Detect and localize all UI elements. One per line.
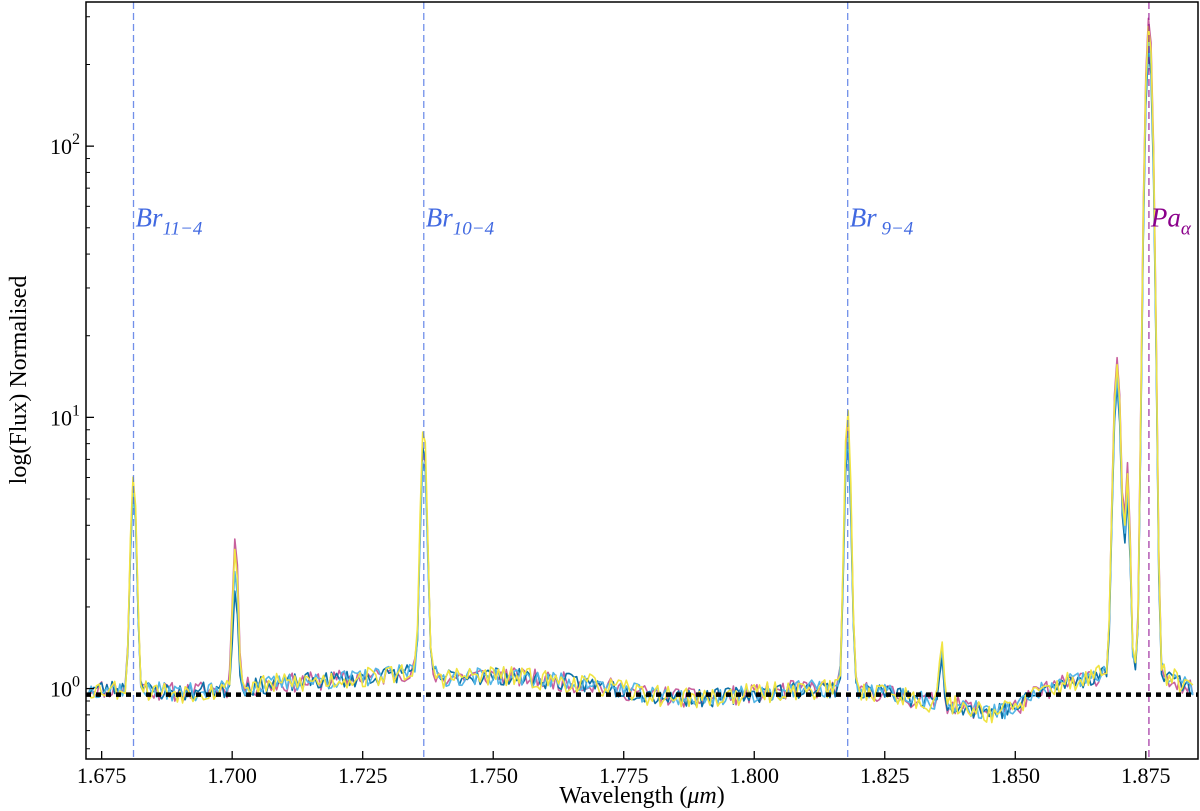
reference-line-label-3: Br 9−4 [850, 203, 914, 240]
x-tick-label: 1.875 [1121, 763, 1171, 788]
x-tick-label: 1.825 [860, 763, 910, 788]
x-axis: 1.675 1.700 1.725 1.750 1.775 1.800 1.825 1.850… [77, 751, 1171, 788]
reference-line-label-4: Paα [1150, 203, 1192, 240]
reference-lines: Br11−4 Br10−4 Br 9−4 Paα [132, 2, 1192, 759]
y-tick-label: 100 [50, 674, 80, 702]
y-axis: 100 101 102 [50, 16, 94, 750]
x-tick-label: 1.850 [991, 763, 1041, 788]
y-tick-label: 101 [50, 402, 80, 430]
y-tick-label: 102 [50, 131, 80, 159]
reference-line-label-2: Br10−4 [426, 203, 495, 240]
x-tick-label: 1.775 [599, 763, 649, 788]
reference-line-label-1: Br11−4 [136, 203, 203, 240]
x-tick-label: 1.700 [207, 763, 257, 788]
spectrum-line-4 [87, 25, 1194, 724]
x-tick-label: 1.675 [77, 763, 127, 788]
x-axis-title: Wavelength (μm) [559, 783, 724, 809]
x-tick-label: 1.800 [729, 763, 779, 788]
x-tick-label: 1.750 [468, 763, 518, 788]
spectrum-line-3 [87, 38, 1194, 720]
spectrum-line-2 [88, 48, 1194, 720]
plot-frame [85, 1, 1199, 760]
x-tick-label: 1.725 [338, 763, 388, 788]
y-axis-title: log(Flux) Normalised [6, 276, 32, 485]
spectrum-line-1 [88, 17, 1194, 720]
spectrum-series [87, 17, 1194, 724]
